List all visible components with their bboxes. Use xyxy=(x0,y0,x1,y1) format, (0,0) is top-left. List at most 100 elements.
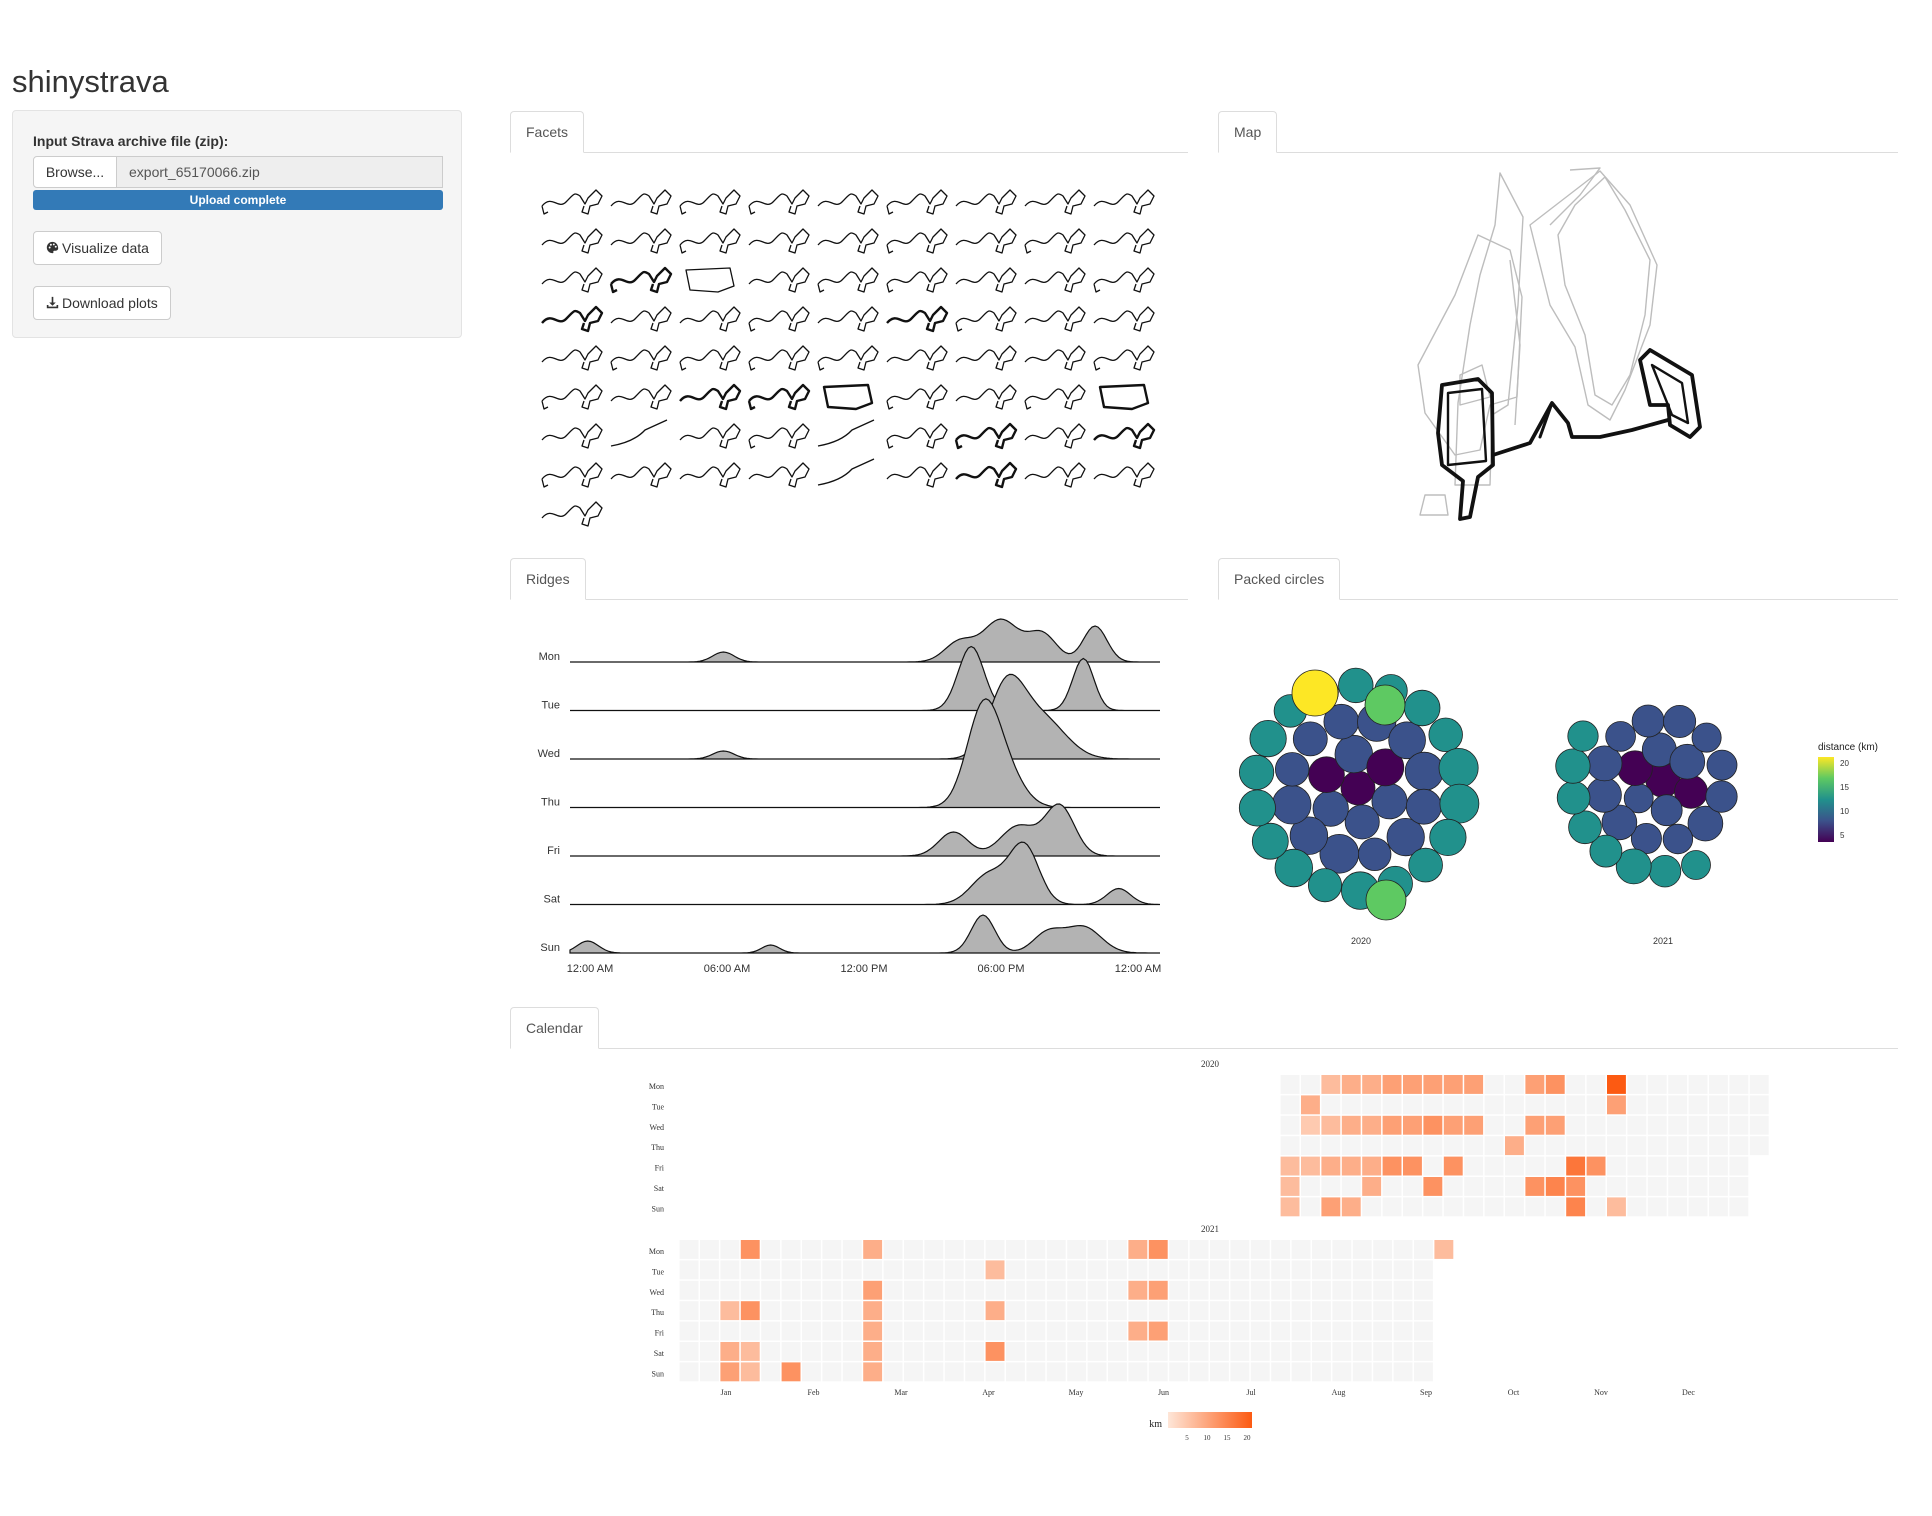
calendar-day-cell xyxy=(1169,1362,1189,1382)
ridge-density xyxy=(570,673,1160,760)
calendar-day-cell xyxy=(1271,1342,1291,1361)
file-name-field[interactable]: export_65170066.zip xyxy=(117,156,443,188)
route-shape xyxy=(886,305,949,333)
calendar-day-cell xyxy=(1006,1280,1025,1300)
route-shape xyxy=(541,384,603,410)
calendar-day-cell xyxy=(1006,1260,1025,1280)
route-facet xyxy=(541,423,603,449)
calendar-day-cell xyxy=(883,1280,903,1300)
activity-circle xyxy=(1271,784,1312,825)
route-shape xyxy=(748,228,810,254)
calendar-day-cell xyxy=(781,1301,801,1321)
calendar-day-cell xyxy=(1046,1321,1066,1341)
calendar-day-cell xyxy=(1148,1301,1168,1321)
route-shape xyxy=(748,189,810,215)
calendar-day-cell xyxy=(1566,1095,1586,1115)
route-facet xyxy=(955,267,1017,293)
route-shape xyxy=(955,267,1017,293)
calendar-day-cell xyxy=(1046,1260,1066,1280)
calendar-day-cell xyxy=(1525,1115,1545,1135)
calendar-day-cell xyxy=(1189,1280,1209,1300)
route-facet xyxy=(1024,423,1086,449)
browse-button[interactable]: Browse... xyxy=(33,156,117,188)
calendar-day-cell xyxy=(985,1240,1005,1259)
activity-circle xyxy=(1662,823,1694,855)
calendar-day-cell xyxy=(822,1321,842,1341)
tab-packed-circles[interactable]: Packed circles xyxy=(1218,558,1341,600)
calendar-day-cell xyxy=(1729,1075,1749,1094)
calendar-day-cell xyxy=(1210,1301,1229,1321)
calendar-day-cell xyxy=(1668,1095,1688,1115)
ridge-day-label: Sat xyxy=(543,894,560,906)
calendar-day-label: Tue xyxy=(652,1267,665,1276)
calendar-day-cell xyxy=(1607,1075,1626,1094)
route-facet xyxy=(1024,267,1086,293)
route-facet xyxy=(679,306,741,332)
activity-circle xyxy=(1388,721,1426,760)
visualize-data-button[interactable]: Visualize data xyxy=(33,231,162,265)
route-facet xyxy=(1024,345,1086,371)
calendar-day-cell xyxy=(1301,1095,1320,1115)
pack-group-label: 2020 xyxy=(1351,936,1371,946)
calendar-day-cell xyxy=(985,1280,1005,1300)
route-shape xyxy=(610,462,672,488)
packed-circles-plot: 2020 2021 distance (km) 20 15 10 5 xyxy=(1238,667,1878,946)
calendar-day-cell xyxy=(1688,1095,1708,1115)
route-facet xyxy=(541,267,603,293)
route-facet xyxy=(610,345,672,371)
calendar-day-cell xyxy=(1301,1197,1320,1217)
route-shape xyxy=(610,384,672,410)
calendar-day-cell xyxy=(1373,1280,1393,1300)
calendar-day-cell xyxy=(1627,1115,1647,1135)
calendar-day-cell xyxy=(1566,1197,1586,1217)
route-shape xyxy=(610,228,672,254)
calendar-day-cell xyxy=(1403,1095,1422,1115)
activity-circle xyxy=(1568,810,1602,845)
calendar-day-cell xyxy=(720,1321,740,1341)
calendar-day-cell xyxy=(1312,1280,1331,1300)
calendar-day-cell xyxy=(1362,1095,1382,1115)
download-plots-button[interactable]: Download plots xyxy=(33,286,171,320)
calendar-day-cell xyxy=(1067,1260,1087,1280)
calendar-day-cell xyxy=(863,1342,883,1361)
calendar-day-cell xyxy=(1484,1177,1504,1196)
ridgeline-plot: Mon Tue Wed Thu Fri Sat Sun 12:00 AM 06:00 AM 12:… xyxy=(538,618,1161,975)
calendar-day-cell xyxy=(1729,1177,1749,1196)
tab-map[interactable]: Map xyxy=(1218,111,1278,153)
calendar-day-cell xyxy=(1484,1197,1504,1217)
calendar-day-cell xyxy=(761,1280,781,1300)
route-facet xyxy=(886,305,949,333)
calendar-day-cell xyxy=(1332,1240,1352,1259)
calendar-day-cell xyxy=(1505,1115,1524,1135)
calendar-day-cell xyxy=(1291,1280,1311,1300)
ridge-density xyxy=(569,914,1160,954)
calendar-day-cell xyxy=(1484,1136,1504,1156)
calendar-day-cell xyxy=(822,1362,842,1382)
ridge-density xyxy=(570,841,1161,906)
activity-circle xyxy=(1663,705,1697,739)
calendar-year-label: 2021 xyxy=(1201,1224,1219,1234)
calendar-day-cell xyxy=(720,1280,740,1300)
calendar-day-cell xyxy=(1230,1342,1250,1361)
ridge-x-tick: 12:00 AM xyxy=(1115,963,1161,975)
activity-circle xyxy=(1274,752,1310,787)
route-facet xyxy=(1024,189,1086,215)
calendar-month-label: Aug xyxy=(1332,1388,1346,1397)
calendar-day-cell xyxy=(1046,1301,1066,1321)
calendar-day-cell xyxy=(1352,1362,1372,1382)
route-shape xyxy=(1093,306,1155,332)
calendar-day-cell xyxy=(1668,1177,1688,1196)
calendar-day-cell xyxy=(1250,1260,1270,1280)
calendar-day-cell xyxy=(1210,1342,1229,1361)
calendar-day-cell xyxy=(1545,1115,1565,1135)
tab-ridges[interactable]: Ridges xyxy=(510,558,586,600)
tab-facets[interactable]: Facets xyxy=(510,111,585,153)
calendar-day-cell xyxy=(944,1362,964,1382)
tab-calendar[interactable]: Calendar xyxy=(510,1007,599,1049)
calendar-day-label: Sat xyxy=(654,1349,665,1358)
calendar-day-cell xyxy=(1393,1301,1413,1321)
legend-tick: 10 xyxy=(1840,807,1849,816)
calendar-day-cell xyxy=(883,1362,903,1382)
route-facet xyxy=(610,189,672,215)
route-shape xyxy=(954,422,1018,450)
